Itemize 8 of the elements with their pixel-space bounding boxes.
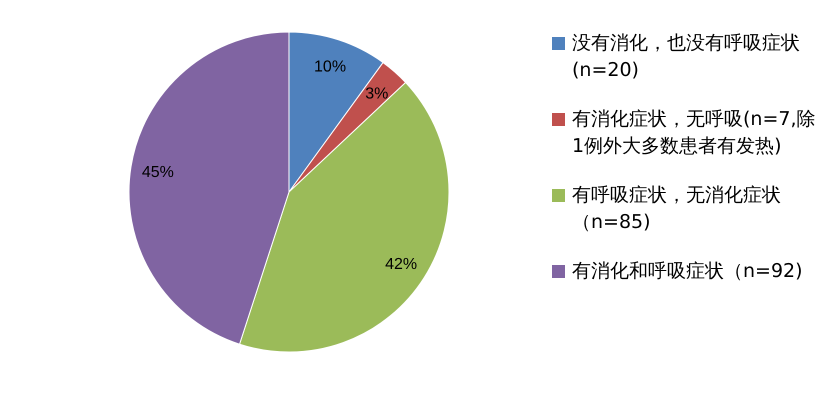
legend-label: 有呼吸症状，无消化症状（n=85) [572, 183, 782, 235]
legend-label: 有消化症状，无呼吸(n=7,除1例外大多数患者有发热) [572, 107, 817, 159]
legend-label: 没有消化，也没有呼吸症状(n=20) [572, 31, 801, 83]
data-label: 42% [385, 256, 418, 274]
data-label: 10% [314, 58, 346, 76]
legend-label: 有消化和呼吸症状（n=92) [572, 259, 803, 284]
data-label: 3% [365, 85, 388, 102]
data-label: 45% [142, 164, 174, 182]
